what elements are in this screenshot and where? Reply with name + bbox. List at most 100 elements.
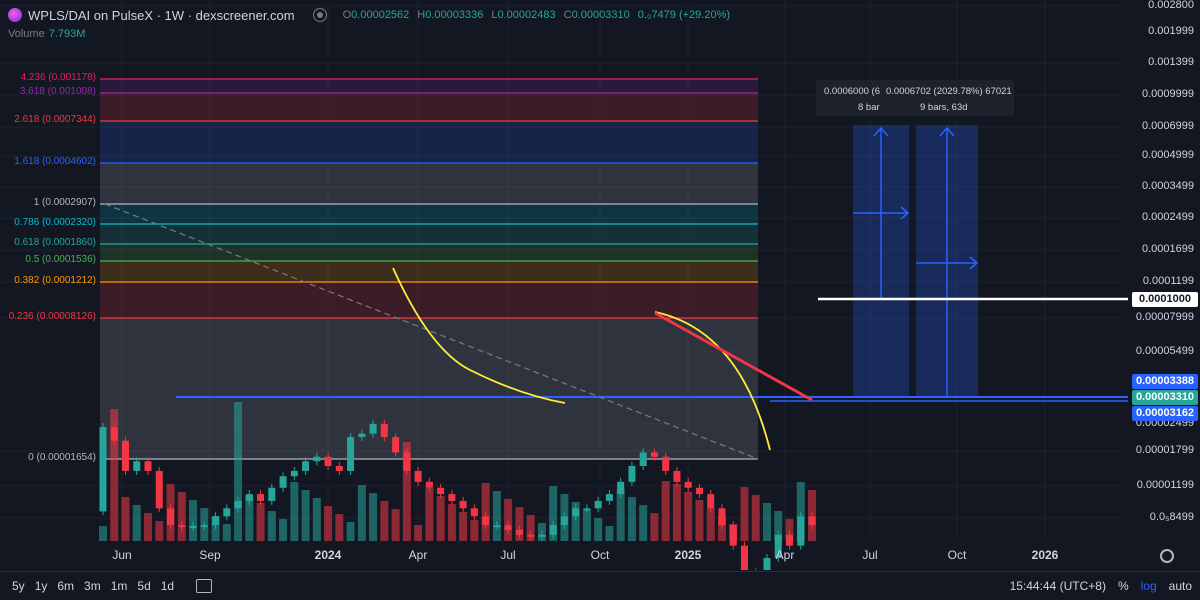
candle-body — [324, 456, 332, 466]
volume-bar — [200, 508, 209, 541]
volume-bar — [549, 486, 558, 541]
volume-bar — [785, 519, 794, 541]
fib-level-label: 0.786 (0.0002320) — [14, 217, 96, 228]
volume-bar — [560, 494, 569, 541]
timeframe-6m[interactable]: 6m — [57, 579, 75, 593]
price-tag: 0.00003162 — [1132, 406, 1198, 421]
volume-bar — [414, 525, 423, 541]
timeframe-5y[interactable]: 5y — [12, 579, 25, 593]
volume-bar — [256, 503, 265, 541]
time-axis-label: 2025 — [674, 548, 702, 562]
fib-level-label: 1.618 (0.0004602) — [14, 156, 96, 167]
auto-toggle[interactable]: auto — [1168, 579, 1192, 593]
fib-band — [100, 204, 758, 224]
candle-body — [133, 461, 141, 471]
timeframe-buttons: 5y 1y 6m 3m 1m 5d 1d — [12, 579, 174, 593]
candle-body — [425, 481, 433, 488]
price-axis-label: 0.0001199 — [1142, 275, 1194, 287]
price-chart[interactable] — [0, 0, 1200, 570]
price-axis-label: 0.00001799 — [1135, 444, 1194, 456]
volume-bar — [110, 409, 119, 541]
fib-band — [100, 282, 758, 318]
percent-toggle[interactable]: % — [1117, 579, 1129, 593]
candle-body — [290, 470, 298, 477]
candle-body — [740, 545, 748, 570]
volume-bar — [301, 490, 310, 541]
candle-body — [380, 423, 388, 438]
volume-bar — [616, 489, 625, 541]
price-tag: 0.0001000 — [1132, 292, 1198, 307]
time-axis-label: Oct — [590, 548, 610, 562]
price-axis-label: 0.001399 — [1148, 56, 1194, 68]
fib-level-label: 4.236 (0.001178) — [20, 72, 96, 83]
volume-bar — [436, 496, 445, 541]
volume-bar — [189, 500, 198, 541]
fib-band — [100, 163, 758, 204]
log-toggle[interactable]: log — [1140, 579, 1157, 593]
volume-bar — [504, 499, 513, 541]
volume-bar — [774, 511, 783, 541]
volume-bar — [796, 482, 805, 541]
tooltip-line1: 0.0006000 (6 — [824, 86, 880, 97]
volume-bar — [211, 516, 220, 541]
volume-bar — [234, 402, 243, 541]
tooltip-line2: 8 bar — [858, 102, 880, 113]
measure-arrowhead — [900, 206, 910, 220]
volume-bar — [346, 522, 355, 541]
fib-band — [100, 318, 758, 459]
candle-body — [763, 557, 771, 570]
candle-body — [594, 500, 602, 509]
volume-bar — [99, 526, 107, 541]
time-axis-label: Jun — [112, 548, 132, 562]
tooltip-line4: 9 bars, 63d — [920, 102, 968, 113]
candle-body — [279, 476, 287, 488]
volume-bar — [222, 524, 231, 541]
fib-band — [100, 224, 758, 244]
candle-body — [155, 470, 163, 509]
volume-bar — [740, 487, 749, 541]
candle-body — [662, 456, 670, 471]
timeframe-5d[interactable]: 5d — [137, 579, 151, 593]
price-tag: 0.00003310 — [1132, 390, 1198, 405]
candle-body — [774, 534, 782, 558]
volume-bar — [121, 497, 130, 541]
yellow-arc — [654, 311, 771, 451]
volume-bar — [492, 491, 501, 541]
price-axis-label: 0.0003499 — [1142, 180, 1194, 192]
timeframe-1d[interactable]: 1d — [160, 579, 175, 593]
fib-level-label: 0.5 (0.0001536) — [25, 254, 96, 265]
price-axis-label: 0.001999 — [1148, 25, 1194, 37]
volume-bar — [605, 526, 614, 541]
measure-arrowhead — [969, 256, 979, 270]
candle-body — [99, 427, 107, 512]
volume-bar — [695, 500, 704, 541]
volume-bar — [729, 524, 738, 541]
volume-bar — [571, 502, 580, 541]
timeframe-3m[interactable]: 3m — [84, 579, 101, 593]
volume-bar — [267, 511, 276, 541]
symbol-title[interactable]: WPLS/DAI on PulseX · 1W · dexscreener.co… — [28, 7, 295, 23]
timeframe-1m[interactable]: 1m — [110, 579, 128, 593]
candle-body — [695, 487, 703, 495]
volume-bar — [481, 483, 490, 541]
timeframe-1y[interactable]: 1y — [34, 579, 48, 593]
calendar-goto-icon[interactable] — [196, 579, 213, 593]
price-axis-label: 0.00005499 — [1135, 345, 1194, 357]
volume-bar — [380, 501, 389, 541]
clock[interactable]: 15:44:44 (UTC+8) — [1009, 579, 1106, 593]
candle-body — [583, 508, 591, 511]
fib-band — [100, 79, 758, 93]
volume-bar — [324, 506, 333, 541]
eye-icon[interactable] — [312, 8, 327, 22]
candle-body — [335, 465, 343, 471]
candle-body — [369, 423, 377, 434]
yellow-arc — [392, 267, 566, 404]
measure-arrowhead — [939, 126, 955, 137]
candle-body — [628, 465, 636, 482]
settings-gear-icon[interactable] — [1160, 549, 1174, 563]
volume-bar — [650, 513, 659, 541]
volume-bar — [335, 514, 344, 541]
candle-body — [707, 494, 715, 509]
ohlc-item: C0.00003310 — [563, 9, 630, 21]
volume-bar — [706, 508, 715, 541]
